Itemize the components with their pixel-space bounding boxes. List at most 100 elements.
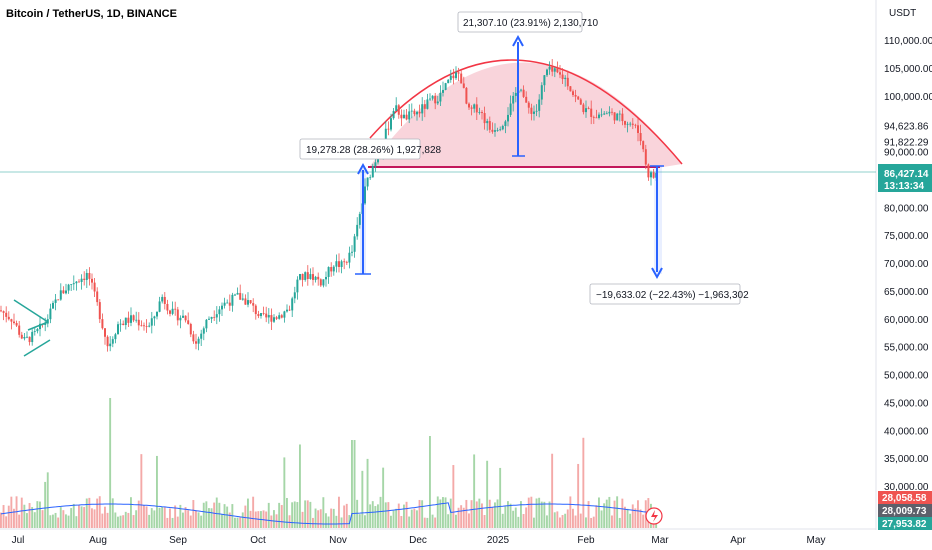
candle-body [302,274,304,280]
candle-body [411,111,413,112]
volume-bar [221,514,223,528]
volume-bar [549,502,551,528]
candle-body [367,178,369,187]
candle-body [481,112,483,113]
volume-bar [377,504,379,528]
volume-bar [569,496,571,528]
x-tick-label: Apr [730,535,746,546]
volume-bar [361,471,363,528]
volume-bar [109,398,111,528]
volume-bar [341,517,343,528]
candle-body [510,104,512,115]
volume-bar [575,516,577,528]
candle-body [551,67,553,72]
candle-body [195,341,197,343]
volume-bar [268,503,270,528]
volume-bar [585,517,587,528]
volume-bar [21,498,23,528]
candle-body [333,267,335,272]
candle-body [439,93,441,102]
candle-body [268,315,270,317]
volume-bar [634,508,636,528]
candle-body [88,273,90,279]
candle-body [169,310,171,313]
y-tick-label: 105,000.00 [884,64,932,75]
candle-body [68,285,70,291]
volume-bar [283,457,285,528]
volume-bar [91,508,93,528]
candle-body [31,332,33,342]
candle-body [611,112,613,113]
candle-body [614,112,616,120]
volume-bar [424,518,426,528]
volume-bar [5,516,7,528]
volume-bar [497,499,499,528]
volume-bar [346,504,348,528]
volume-bar [0,513,2,528]
measure-drop[interactable]: −19,633.02 (−22.43%) −1,963,302 [590,166,749,304]
candle-body [616,114,618,121]
candle-body [471,107,473,108]
candle-body [198,339,200,344]
candle-body [549,67,551,70]
volume-bar [8,506,10,528]
volume-bar [296,502,298,528]
candle-body [543,75,545,85]
candle-body [242,298,244,299]
volume-bar [185,507,187,528]
candle-body [504,121,506,126]
volume-bar [387,502,389,528]
candle-body [328,267,330,277]
candle-body [234,295,236,296]
candle-body [190,324,192,334]
candle-body [125,318,127,325]
volume-bar [325,513,327,528]
candle-body [619,114,621,115]
volume-bar [447,514,449,528]
y-tick-label: 35,000.00 [884,454,929,465]
volume-bar [372,501,374,528]
volume-bar [476,501,478,528]
last-price-tag[interactable]: 86,427.14 13:13:34 [878,164,932,192]
volume-bar [582,438,584,528]
candle-body [192,334,194,341]
candle-body [486,121,488,123]
candle-body [572,91,574,95]
y-tick-label: 110,000.00 [884,36,932,47]
volume-bar [120,516,122,528]
volume-bar [247,499,249,528]
volume-bar [164,507,166,528]
flash-icon[interactable] [646,508,662,524]
volume-bar [452,465,454,528]
candle-body [3,311,5,313]
candle-body [226,303,228,304]
volume-bar [153,510,155,528]
candle-body [304,272,306,280]
volume-bar [640,509,642,528]
currency-label[interactable]: USDT [889,8,916,19]
candle-body [593,117,595,118]
candle-body [55,299,57,302]
volume-bar [564,514,566,528]
candle-body [205,320,207,329]
candle-body [632,124,634,125]
volume-bar [499,468,501,528]
candle-body [99,302,101,319]
candle-body [322,279,324,285]
candle-body [494,130,496,132]
candle-body [260,313,262,316]
volume-bar [133,515,135,528]
volume-bar [403,505,405,528]
candle-body [390,118,392,129]
candle-body [369,177,371,178]
candle-body [13,322,15,323]
candle-body [237,293,239,295]
volume-bar [60,507,62,528]
candle-body [265,314,267,318]
y-tick-label: 75,000.00 [884,231,929,242]
candle-body [247,300,249,305]
volume-bar [62,510,64,528]
candle-body [419,112,421,114]
candle-body [122,324,124,325]
